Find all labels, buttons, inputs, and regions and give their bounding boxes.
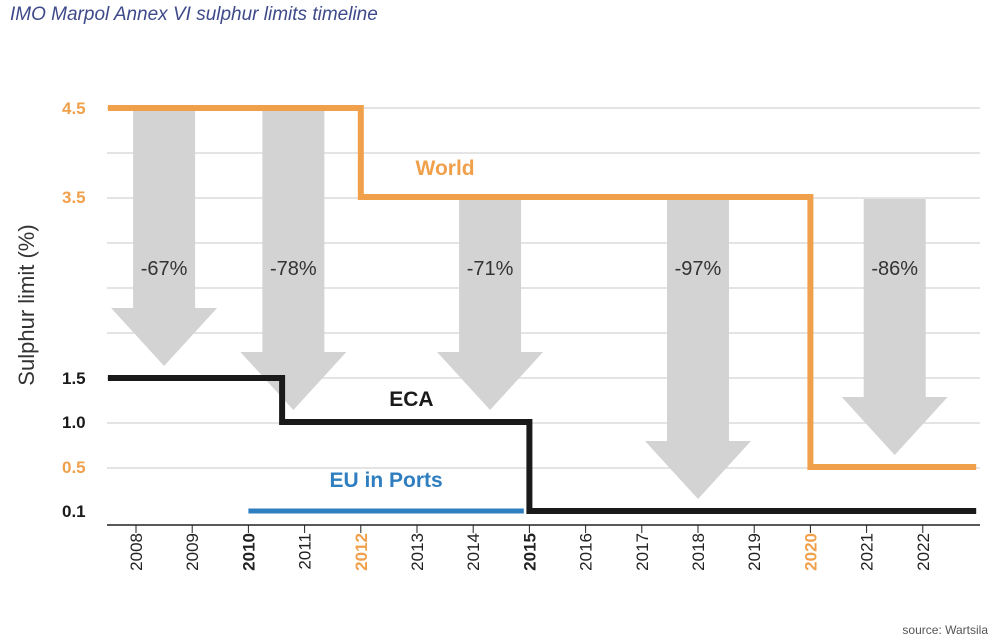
axes: 2008 2009 2010 2011 2012 2013 2014 2015 2016 2017…: [14, 99, 980, 571]
y-tick-label-1.5: 1.5: [62, 369, 86, 388]
y-tick-label-0.1: 0.1: [62, 502, 86, 521]
y-tick-label-0.5: 0.5: [62, 458, 86, 477]
x-tick-label-2014: 2014: [464, 533, 483, 571]
x-tick-label-2017: 2017: [633, 533, 652, 571]
reduction-arrow-4: [645, 199, 751, 499]
y-tick-label-4.5: 4.5: [62, 99, 86, 118]
x-tick-label-2012: 2012: [352, 533, 371, 571]
labels: -67% -78% -71% -97% -86% World ECA EU in Ports: [141, 157, 919, 492]
reduction-label-4: -97%: [675, 258, 722, 280]
source-note: source: Wartsila: [902, 623, 988, 637]
x-tick-label-2022: 2022: [914, 533, 933, 571]
reduction-label-5: -86%: [871, 258, 918, 280]
y-tick-label-1.0: 1.0: [62, 413, 86, 432]
x-tick-label-2020: 2020: [801, 533, 820, 571]
x-tick-label-2010: 2010: [239, 533, 258, 571]
reduction-arrow-1: [111, 110, 218, 366]
x-tick-label-2008: 2008: [127, 533, 146, 571]
series-lines: [107, 105, 977, 514]
y-tick-label-3.5: 3.5: [62, 188, 86, 207]
x-tick-label-2019: 2019: [745, 533, 764, 571]
x-tick-label-2021: 2021: [858, 533, 877, 571]
reduction-arrow-5: [841, 199, 948, 455]
x-tick-label-2009: 2009: [183, 533, 202, 571]
x-tick-label-2016: 2016: [577, 533, 596, 571]
gridlines: [107, 107, 980, 469]
x-tick-label-2015: 2015: [520, 533, 539, 571]
x-tick-label-2011: 2011: [296, 533, 315, 570]
series-label-eu-in-ports: EU in Ports: [329, 469, 442, 492]
x-tick-label-2018: 2018: [689, 533, 708, 571]
x-tick-label-2013: 2013: [408, 533, 427, 571]
series-label-eca: ECA: [389, 388, 433, 411]
reduction-arrows: [111, 110, 948, 499]
series-line-eca: [107, 375, 977, 514]
reduction-label-2: -78%: [270, 258, 317, 280]
reduction-arrow-3: [437, 199, 544, 410]
y-axis-label: Sulphur limit (%): [14, 224, 39, 385]
page-title: IMO Marpol Annex VI sulphur limits timel…: [10, 4, 378, 25]
reduction-label-1: -67%: [141, 258, 188, 280]
reduction-arrow-2: [240, 110, 347, 410]
series-line-world: [107, 105, 977, 470]
series-label-world: World: [416, 157, 475, 180]
reduction-label-3: -71%: [467, 258, 514, 280]
